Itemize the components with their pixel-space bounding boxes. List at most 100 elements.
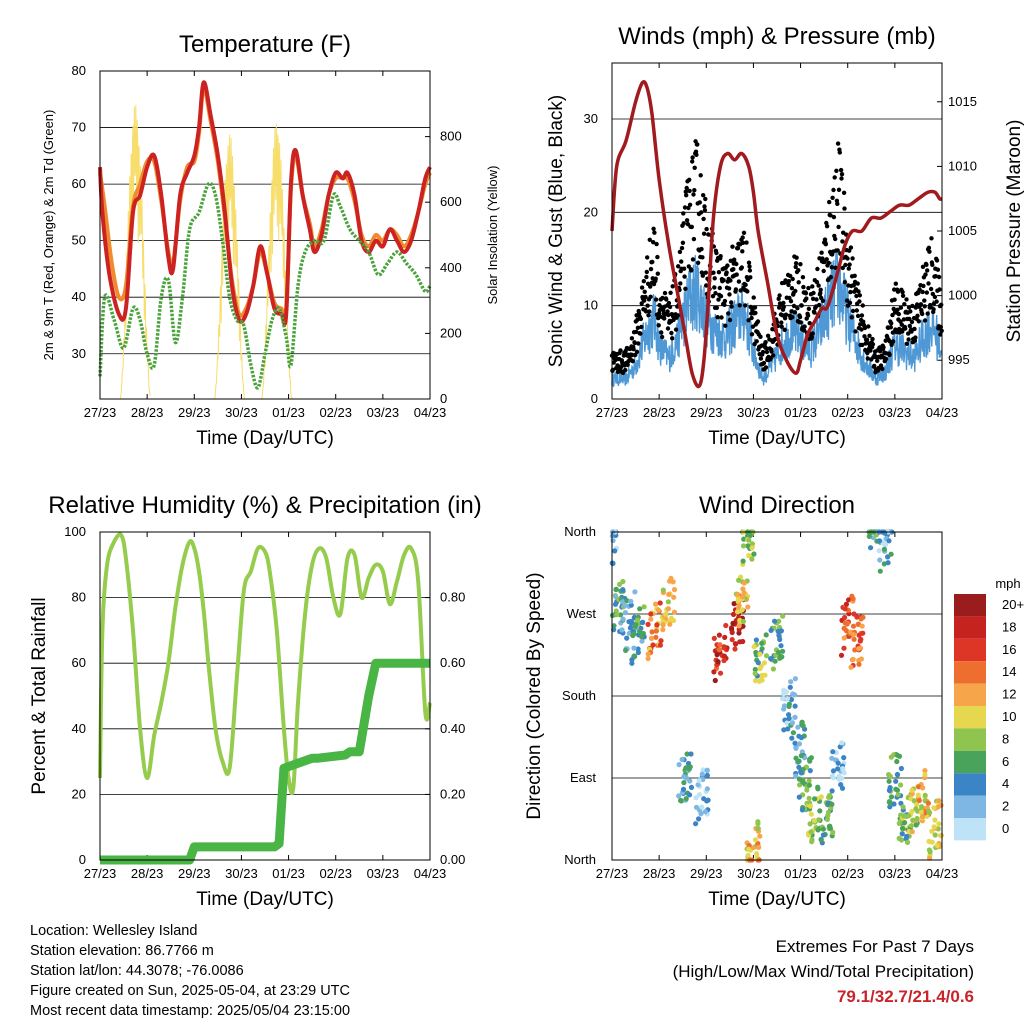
gust-point [890, 312, 895, 318]
x-tick-label: 29/23 [690, 405, 723, 420]
direction-point [835, 766, 841, 772]
gust-point [924, 290, 929, 295]
gust-point [724, 270, 729, 275]
gust-point [761, 360, 767, 366]
gust-point [642, 289, 647, 294]
gust-point [747, 268, 753, 273]
x-tick-label: 03/23 [367, 866, 400, 881]
gust-point [904, 297, 909, 302]
direction-point [850, 623, 857, 629]
gust-point [714, 305, 719, 310]
gust-point [703, 196, 708, 202]
direction-point [762, 672, 768, 678]
direction-point [812, 796, 818, 802]
gust-point [906, 305, 912, 310]
gust-point [796, 268, 801, 273]
gust-point [747, 264, 752, 269]
gust-point [669, 330, 674, 336]
gust-point [895, 289, 901, 294]
direction-point [886, 787, 893, 794]
gust-point [645, 255, 650, 260]
gust-point [751, 295, 756, 300]
direction-point [628, 618, 634, 625]
gust-point [928, 286, 934, 292]
gust-point [925, 311, 930, 316]
colorbar-swatch [954, 750, 986, 774]
direction-point [660, 627, 666, 633]
direction-point [740, 638, 746, 645]
direction-point [885, 560, 891, 566]
direction-point [841, 625, 847, 631]
direction-point [696, 792, 703, 798]
x-tick-label: 29/23 [178, 405, 211, 420]
direction-point [721, 657, 727, 664]
gust-point [907, 323, 912, 329]
direction-point [754, 851, 760, 857]
gust-point [716, 297, 721, 302]
direction-point [792, 676, 799, 682]
gust-point [893, 281, 898, 286]
gust-point [665, 326, 671, 331]
gust-point [749, 332, 755, 337]
gust-point [907, 316, 912, 322]
gust-point [687, 177, 692, 182]
gust-point [779, 320, 784, 325]
direction-point [772, 618, 778, 624]
gust-point [637, 311, 642, 316]
direction-point [658, 638, 664, 644]
gust-point [704, 283, 709, 288]
direction-point [835, 760, 841, 766]
direction-point [660, 622, 666, 628]
direction-point [756, 678, 763, 684]
gust-point [704, 226, 709, 232]
gust-point [736, 279, 742, 284]
gust-point [909, 329, 914, 334]
gust-point [694, 152, 699, 157]
direction-point [829, 801, 835, 807]
direction-point [781, 727, 787, 733]
direction-point [687, 778, 693, 784]
gust-point [796, 280, 801, 285]
gust-point [823, 242, 828, 247]
gust-point [661, 307, 666, 313]
gust-point [629, 336, 635, 341]
gust-point [842, 280, 848, 285]
direction-point [796, 794, 802, 800]
y2-tick-label: 1000 [948, 288, 977, 303]
direction-point [723, 622, 729, 629]
gust-point [733, 287, 739, 292]
temp-2m-line [98, 80, 432, 326]
y2-tick-label: 0.60 [440, 655, 465, 670]
gust-point [801, 284, 806, 290]
gust-point [748, 275, 753, 280]
gust-point [740, 249, 745, 254]
direction-point [676, 762, 682, 768]
plot-frame [611, 62, 943, 400]
y-tick-label: 80 [72, 590, 86, 605]
x-tick-label: 30/23 [225, 866, 258, 881]
gust-point [753, 310, 758, 316]
gust-point [651, 226, 656, 231]
gust-point [831, 214, 837, 220]
gust-point [698, 173, 703, 178]
direction-point [886, 778, 892, 784]
x-tick-label: 30/23 [225, 405, 258, 420]
direction-point [746, 846, 752, 852]
gust-point [795, 306, 800, 311]
colorbar-label: 6 [1002, 754, 1009, 769]
gust-point [799, 303, 804, 308]
direction-point [730, 611, 737, 618]
gust-point [920, 311, 925, 317]
gust-point [783, 312, 789, 317]
direction-point [798, 770, 804, 776]
x-tick-label: 28/23 [131, 405, 164, 420]
y-tick-label: 20 [72, 786, 86, 801]
direction-point [916, 797, 922, 804]
gust-point [852, 273, 857, 278]
y-tick-label: East [570, 770, 596, 785]
direction-point [746, 553, 752, 559]
gust-point [848, 289, 853, 295]
y2-tick-label: 0 [440, 391, 447, 406]
colorbar-swatch [954, 594, 986, 617]
gust-point [816, 302, 822, 308]
